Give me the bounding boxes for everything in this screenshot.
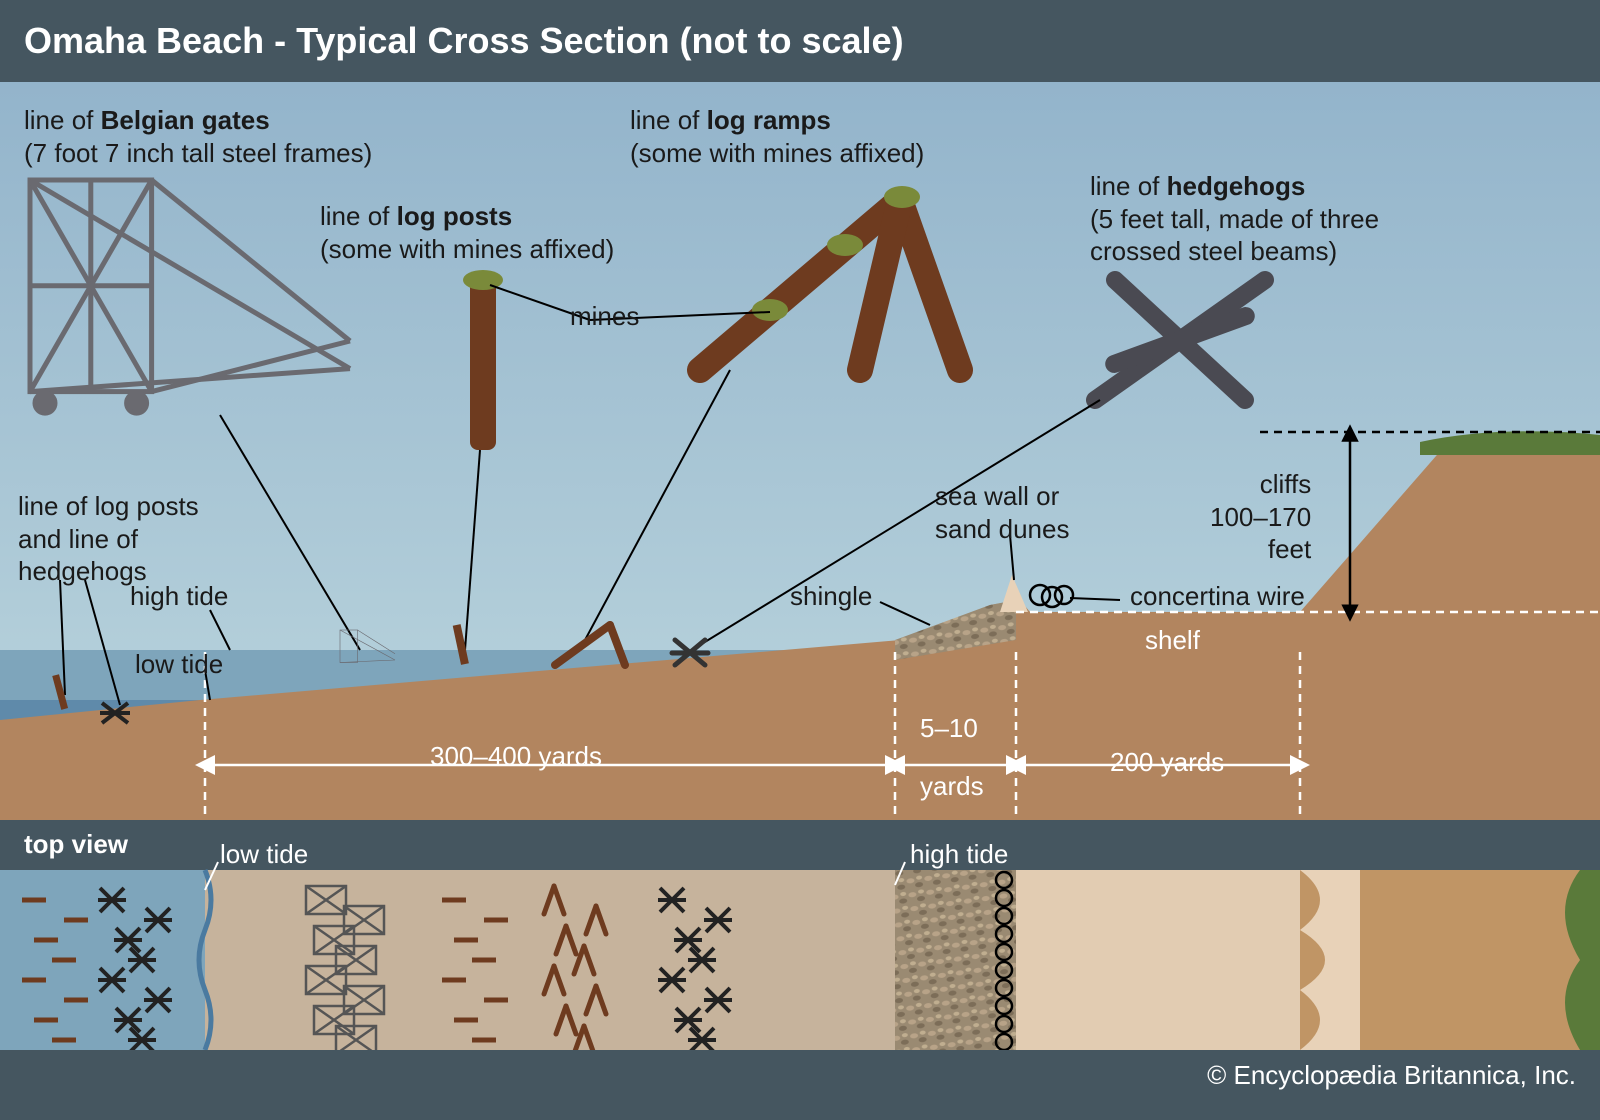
- label-log-posts: line of log posts(some with mines affixe…: [320, 200, 614, 265]
- label-high-tide: high tide: [130, 580, 228, 613]
- top-view: [0, 870, 1600, 1054]
- label-dist-shelf: 200 yards: [1110, 746, 1224, 779]
- footer: © Encyclopædia Britannica, Inc.: [0, 1050, 1600, 1100]
- label-dist-shingle-num: 5–10: [920, 712, 978, 745]
- label-shelf: shelf: [1145, 624, 1200, 657]
- label-top-low-tide: low tide: [220, 838, 308, 871]
- label-log-ramps: line of log ramps(some with mines affixe…: [630, 104, 924, 169]
- label-top-high-tide: high tide: [910, 838, 1008, 871]
- label-concertina: concertina wire: [1130, 580, 1305, 613]
- label-dist-flat: 300–400 yards: [430, 740, 602, 773]
- header-bar: Omaha Beach - Typical Cross Section (not…: [0, 0, 1600, 82]
- copyright-text: © Encyclopædia Britannica, Inc.: [1207, 1060, 1576, 1091]
- label-dist-shingle-unit: yards: [920, 770, 984, 803]
- label-underwater: line of log postsand line ofhedgehogs: [18, 490, 199, 588]
- label-top-view: top view: [24, 828, 128, 861]
- label-mines: mines: [570, 300, 639, 333]
- label-shingle: shingle: [790, 580, 872, 613]
- page-title: Omaha Beach - Typical Cross Section (not…: [24, 20, 904, 62]
- label-cliff-height: cliffs100–170feet: [1210, 468, 1311, 566]
- label-low-tide: low tide: [135, 648, 223, 681]
- label-belgian-gates: line of Belgian gates(7 foot 7 inch tall…: [24, 104, 372, 169]
- label-hedgehogs: line of hedgehogs(5 feet tall, made of t…: [1090, 170, 1379, 268]
- label-sea-wall: sea wall orsand dunes: [935, 480, 1069, 545]
